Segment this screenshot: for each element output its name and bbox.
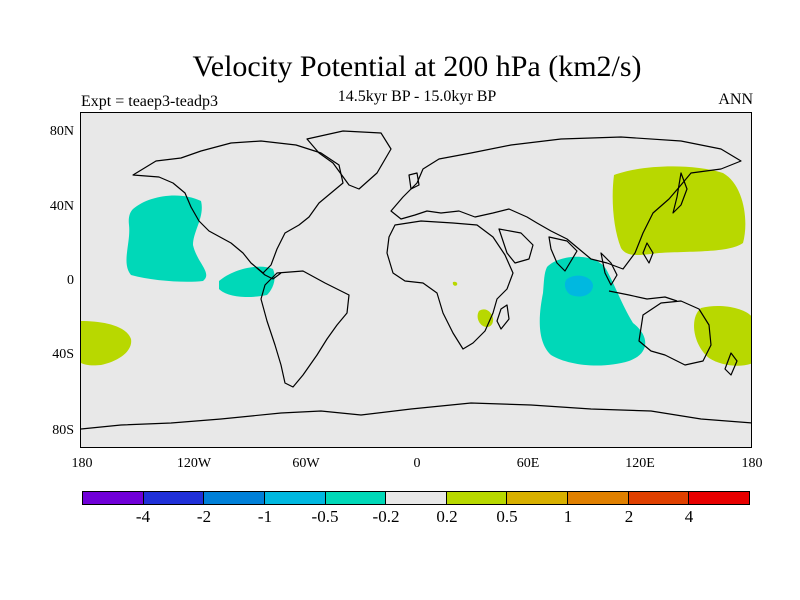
colorbar-label: 2: [624, 507, 634, 526]
x-tick-label: 60W: [292, 456, 320, 471]
y-tick-label: 40S: [52, 347, 74, 362]
coastline-greenland: [306, 130, 392, 190]
coastline-africa: [386, 220, 514, 350]
colorbar-label: 0.5: [496, 507, 518, 526]
y-tick-label: 80N: [49, 124, 74, 139]
coastline-madagascar: [496, 304, 510, 330]
coastline-eurasia: [390, 136, 742, 270]
colorbar-swatch: [143, 492, 205, 504]
negative-anomaly-region-tropical-atlantic: [219, 266, 275, 297]
x-tick-label: 60E: [516, 456, 540, 471]
negative-anomaly-region-east-pacific: [126, 195, 207, 282]
colorbar: [82, 491, 750, 505]
coastline-antarctica: [81, 402, 751, 430]
colorbar-swatch: [325, 492, 387, 504]
coastline-north-america: [132, 140, 344, 274]
positive-anomaly-region-africa-dot: [452, 281, 458, 286]
map-panel: [80, 112, 752, 448]
colorbar-label: -0.2: [372, 507, 400, 526]
negative-anomaly-core-indian-ocean: [564, 275, 593, 297]
positive-anomaly-region-north-pacific: [612, 166, 746, 256]
positive-anomaly-region-south-pacific-west: [81, 321, 132, 366]
plot-subtitle: 14.5kyr BP - 15.0kyr BP: [337, 88, 497, 105]
colorbar-swatch: [386, 492, 447, 504]
coastline-new-zealand: [724, 352, 738, 376]
colorbar-swatch: [628, 492, 690, 504]
world-map: [81, 130, 751, 430]
colorbar-label: 1: [563, 507, 573, 526]
coastline-arabia: [498, 228, 534, 264]
colorbar-swatch: [568, 492, 629, 504]
coastline-southeast-asia: [600, 252, 618, 286]
colorbar-swatch: [446, 492, 508, 504]
y-tick-label: 0: [67, 273, 74, 288]
colorbar-swatch: [507, 492, 569, 504]
x-tick-label: 120E: [625, 456, 655, 471]
coastline-philippines: [642, 242, 654, 264]
colorbar-label: -2: [196, 507, 212, 526]
coastline-south-america: [260, 270, 350, 388]
colorbar-swatch: [204, 492, 265, 504]
plot-title: Velocity Potential at 200 hPa (km2/s): [192, 50, 642, 83]
experiment-label: Expt = teaep3-teadp3: [81, 93, 218, 110]
x-tick-label: 120W: [176, 456, 212, 471]
colorbar-swatch: [83, 492, 144, 504]
colorbar-label: -0.5: [311, 507, 339, 526]
y-tick-label: 80S: [52, 423, 74, 438]
x-tick-label: 180: [741, 456, 763, 471]
negative-anomaly-region-indian-ocean: [539, 256, 646, 366]
x-tick-label: 180: [71, 456, 93, 471]
colorbar-label: -1: [257, 507, 273, 526]
colorbar-swatch: [264, 492, 326, 504]
colorbar-label: 0.2: [436, 507, 458, 526]
x-tick-label: 0: [413, 456, 421, 471]
y-tick-label: 40N: [49, 199, 74, 214]
coastline-india: [548, 236, 578, 272]
coastline-uk: [408, 172, 420, 190]
coastline-japan: [672, 172, 688, 214]
colorbar-swatch: [689, 492, 750, 504]
season-label: ANN: [718, 91, 753, 108]
colorbar-label: 4: [684, 507, 694, 526]
coastline-australia: [638, 300, 712, 366]
coastline-indonesia: [608, 290, 678, 302]
coastline-central-america: [256, 267, 282, 280]
colorbar-label: -4: [135, 507, 151, 526]
